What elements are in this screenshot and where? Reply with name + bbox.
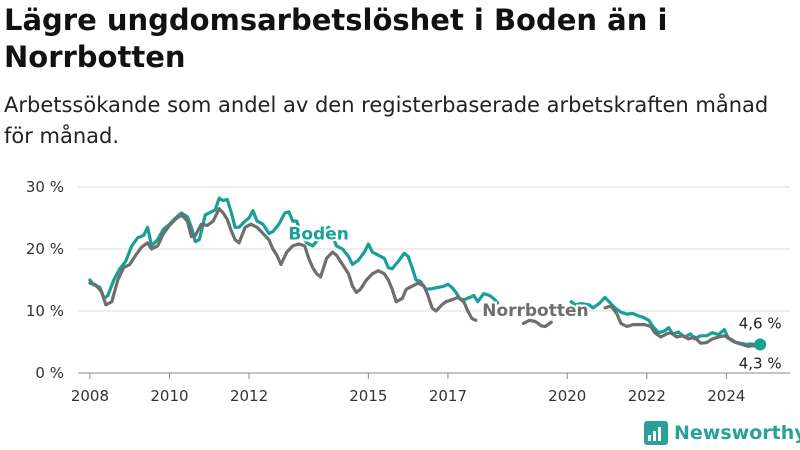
series-line-boden xyxy=(569,295,762,347)
y-tick-label: 10 % xyxy=(26,302,64,320)
chart-subtitle: Arbetssökande som andel av den registerb… xyxy=(4,93,769,148)
end-point-boden xyxy=(754,338,767,351)
x-tick-label: 2012 xyxy=(230,387,268,405)
series-line-boden xyxy=(88,196,500,305)
series-lines xyxy=(88,196,762,348)
x-tick-label: 2024 xyxy=(707,387,745,405)
series-labels: Boden 4,6 % Norrbotten 4,3 % xyxy=(286,223,783,375)
series-name-boden: Boden xyxy=(288,225,348,245)
x-tick-label: 2022 xyxy=(628,387,666,405)
end-value-boden: 4,6 % xyxy=(739,314,782,332)
bar-chart-icon xyxy=(644,421,668,445)
series-name-norrbotten: Norrbotten xyxy=(482,301,588,321)
x-tick-label: 2010 xyxy=(150,387,188,405)
x-tick-label: 2015 xyxy=(349,387,387,405)
brand-name: Newsworthy xyxy=(674,422,800,444)
page-title: Lägre ungdomsarbetslöshet i Boden än i N… xyxy=(4,3,668,74)
x-tick-label: 2017 xyxy=(429,387,467,405)
y-tick-label: 0 % xyxy=(35,364,64,382)
series-line-norrbotten xyxy=(521,318,553,329)
end-value-norrbotten: 4,3 % xyxy=(739,354,782,372)
series-line-norrbotten xyxy=(88,207,478,322)
x-tick-label: 2020 xyxy=(548,387,586,405)
newsworthy-logo: Newsworthy xyxy=(644,419,800,447)
x-tick-label: 2008 xyxy=(71,387,109,405)
series-line-norrbotten xyxy=(603,304,762,348)
y-tick-label: 20 % xyxy=(26,240,64,258)
axis-ticks: 0 % 10 % 20 % 30 % 2008 2010 2012 2015 2017 2020 2… xyxy=(26,178,746,405)
y-tick-label: 30 % xyxy=(26,178,64,196)
